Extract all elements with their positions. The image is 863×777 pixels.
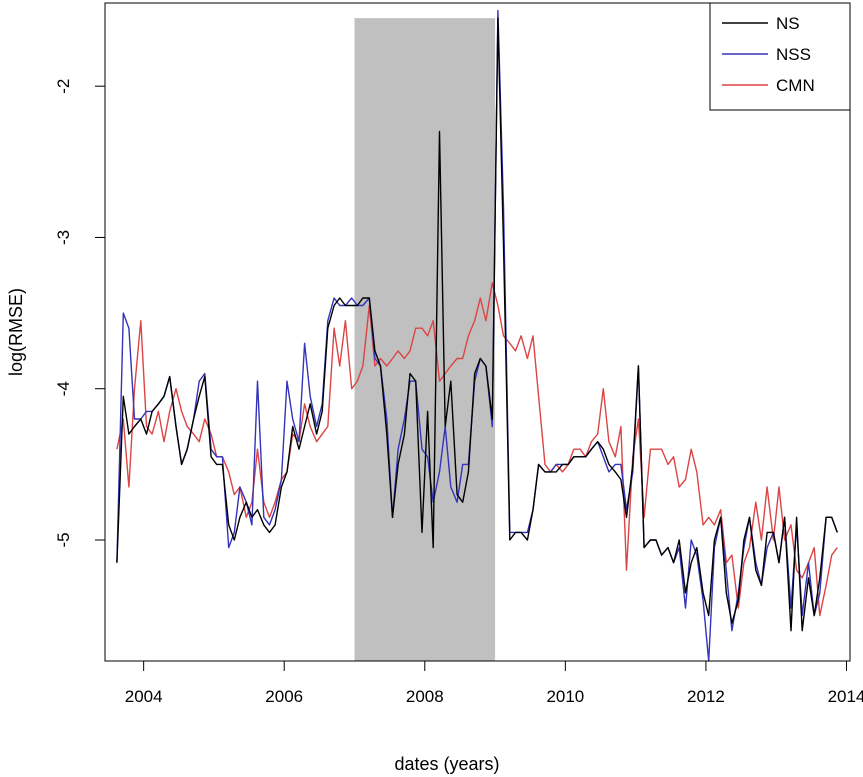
x-axis: 2004 2006 2008 2010 2012 2014 [125, 661, 863, 706]
x-tick-label: 2014 [828, 687, 863, 706]
series-line-nss [116, 9, 838, 662]
y-tick-label: -3 [54, 230, 73, 245]
x-tick-label: 2010 [546, 687, 584, 706]
y-axis-title: log(RMSE) [6, 288, 26, 376]
x-axis-title: dates (years) [394, 754, 499, 774]
y-tick-label: -4 [54, 381, 73, 396]
series-line-cmn [116, 282, 838, 617]
x-tick-label: 2008 [406, 687, 444, 706]
legend-box [709, 2, 851, 111]
y-axis: -5 -4 -3 -2 [54, 79, 105, 548]
series-layer [116, 9, 838, 662]
x-tick-label: 2006 [265, 687, 303, 706]
x-tick-label: 2004 [125, 687, 163, 706]
y-tick-label: -5 [54, 532, 73, 547]
legend-label-ns: NS [776, 14, 800, 33]
series-line-ns [116, 17, 838, 632]
legend-label-nss: NSS [776, 45, 811, 64]
legend-label-cmn: CMN [776, 76, 815, 95]
plot-frame [104, 2, 851, 662]
shaded-region [354, 18, 496, 661]
x-tick-label: 2012 [687, 687, 725, 706]
legend: NS NSS CMN [709, 2, 851, 111]
y-tick-label: -2 [54, 79, 73, 94]
